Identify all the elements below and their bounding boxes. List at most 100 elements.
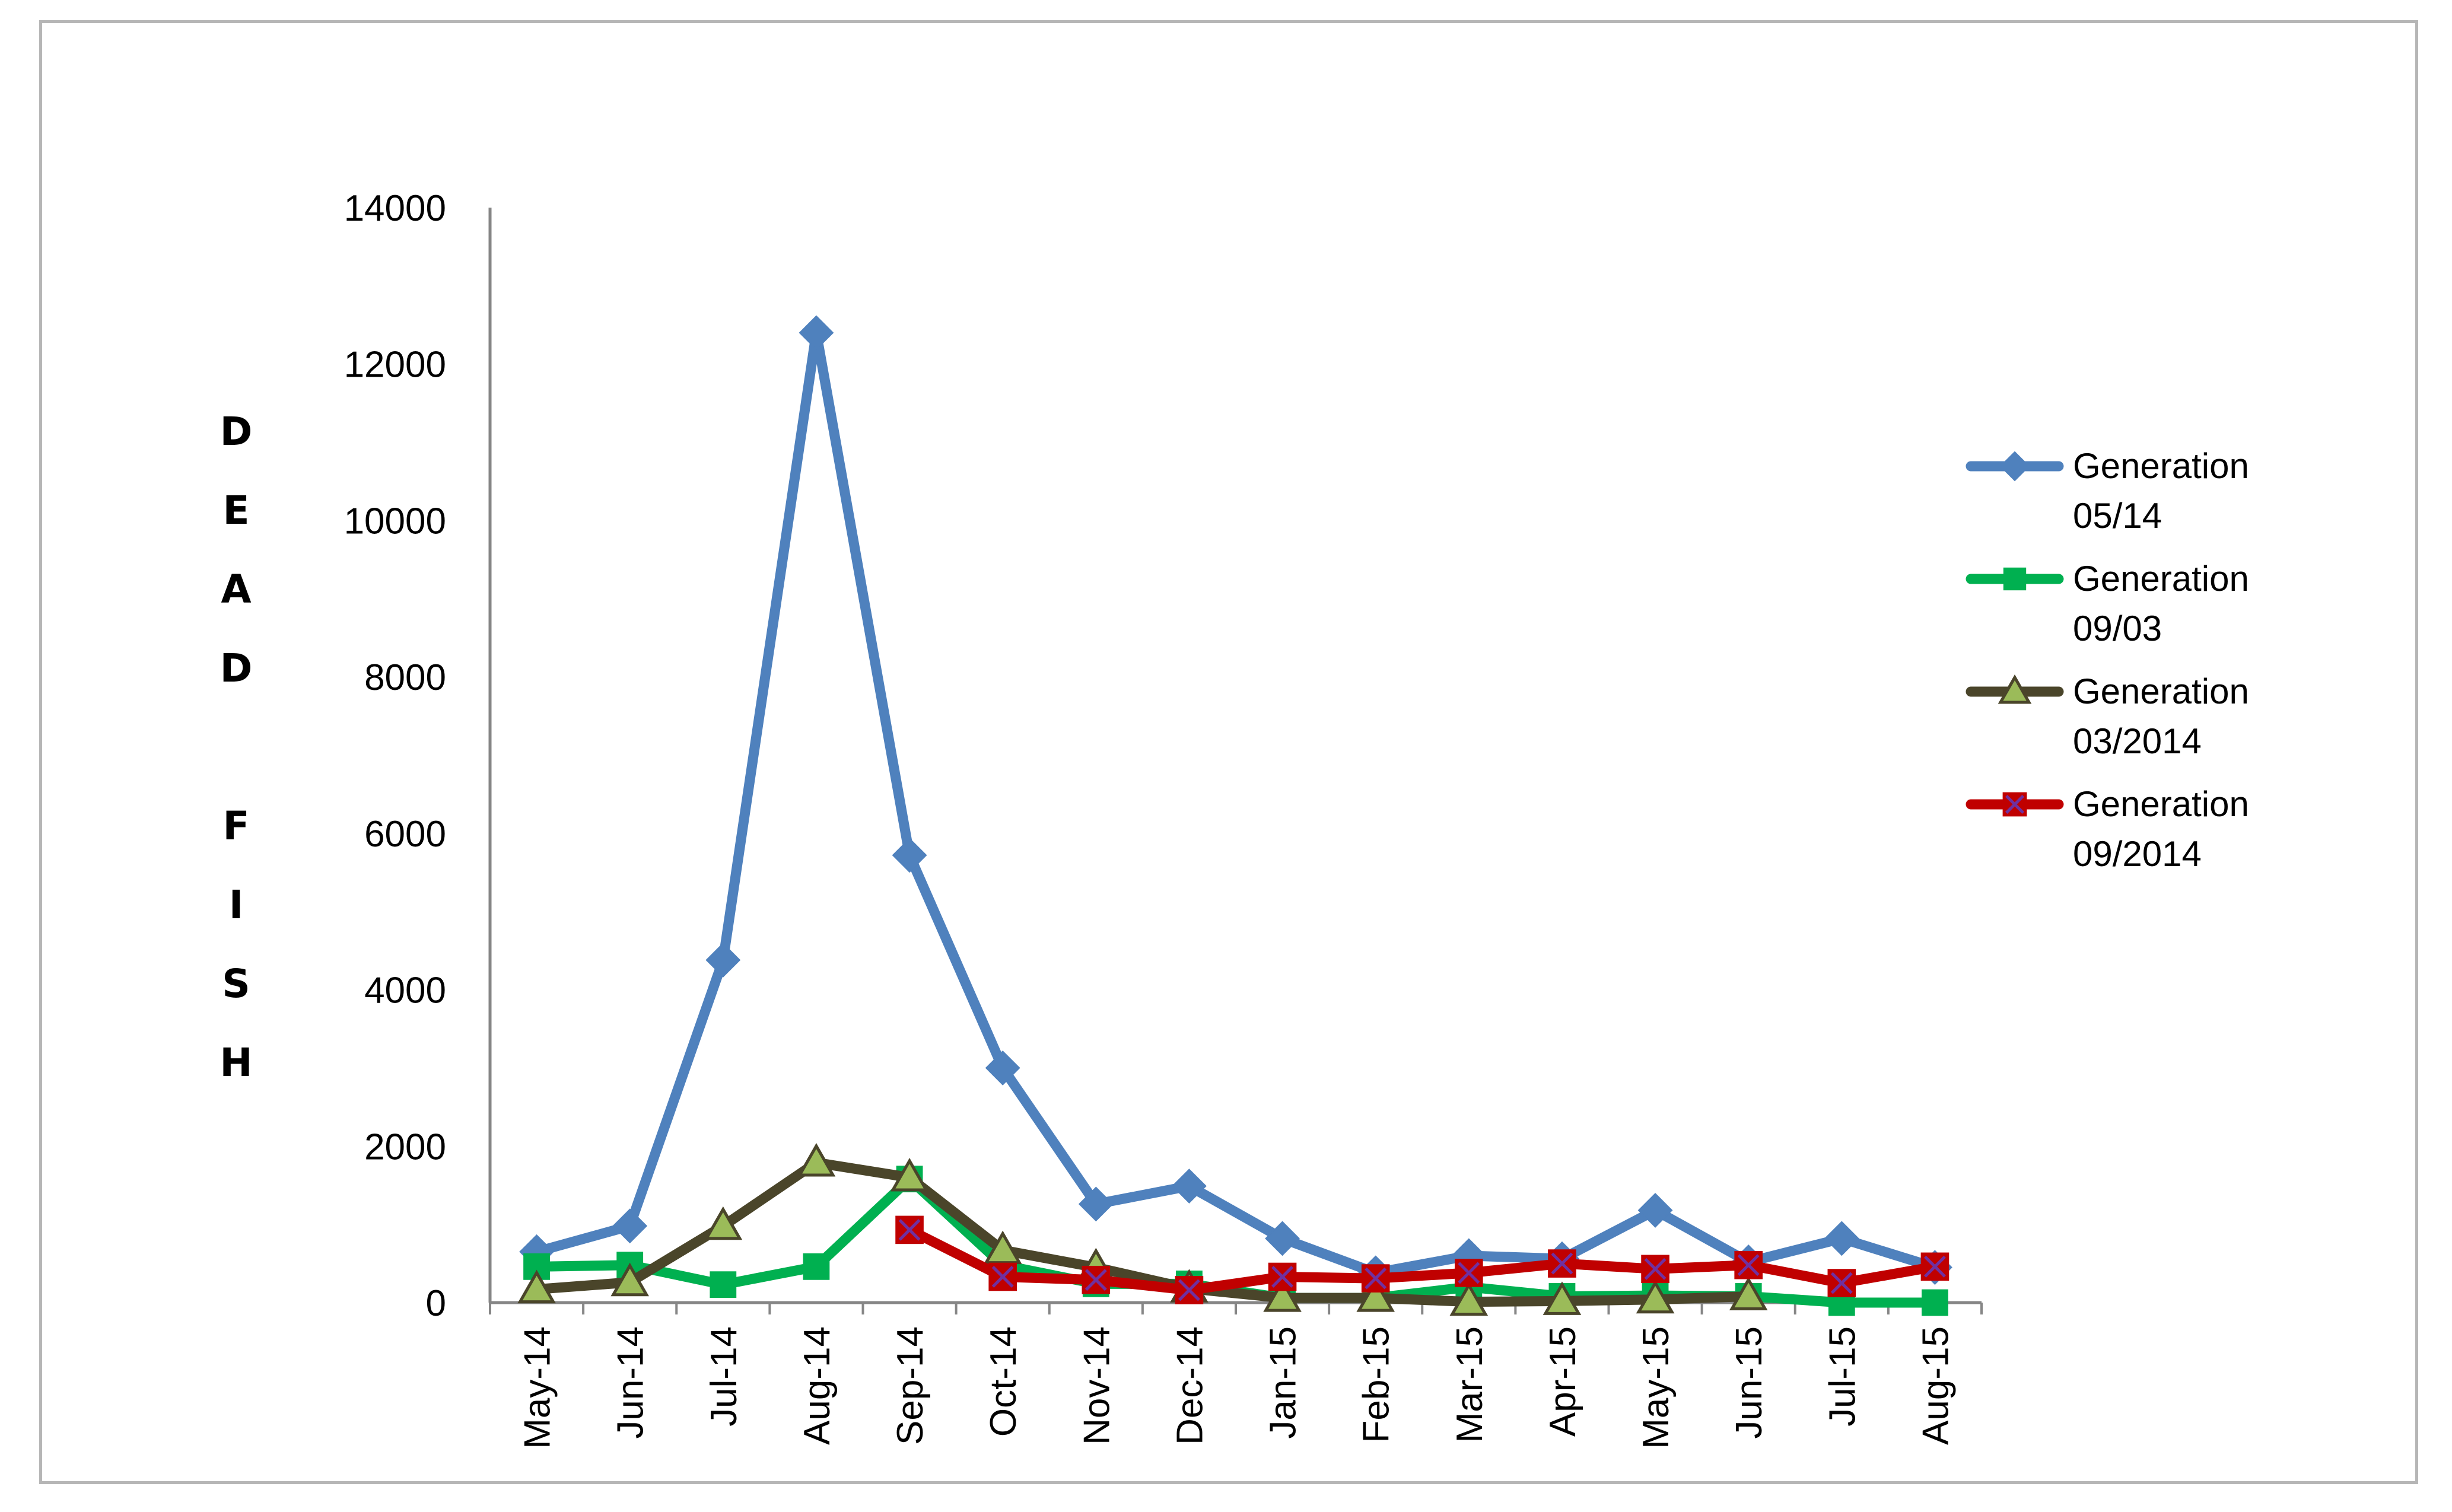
data-point (988, 1262, 1017, 1291)
data-point (1824, 1221, 1859, 1256)
data-point (1922, 1289, 1948, 1316)
x-tick-label: Mar-15 (1449, 1326, 1490, 1443)
data-point (892, 838, 927, 873)
series-line (532, 327, 1940, 1278)
data-point (983, 1230, 1022, 1265)
legend-item: Generation 09/2014 (1966, 784, 2249, 874)
data-point (1636, 1279, 1675, 1314)
y-axis-title-letter: H (220, 1040, 252, 1086)
data-point (612, 1208, 648, 1244)
x-tick-label: Sep-14 (890, 1326, 931, 1445)
series-1 (519, 315, 1952, 1291)
legend-label: 05/14 (2073, 496, 2162, 536)
y-tick-label: 12000 (344, 345, 446, 386)
chart-frame (39, 20, 2418, 1484)
marker-cross (1458, 1262, 1480, 1284)
x-tick-label: Apr-15 (1543, 1326, 1583, 1437)
y-tick-label: 8000 (364, 657, 446, 698)
x-tick-label: Aug-14 (797, 1326, 838, 1445)
x-tick-label: Jan-15 (1263, 1326, 1304, 1439)
series-3 (517, 1142, 1768, 1316)
marker-cross (898, 1218, 921, 1241)
data-point (1361, 1264, 1390, 1293)
data-point (1356, 1278, 1395, 1312)
x-tick-label: Aug-15 (1915, 1326, 1956, 1445)
legend: Generation05/14Generation09/03Generation… (1966, 446, 2249, 874)
data-point (799, 315, 834, 351)
data-point (705, 943, 741, 978)
data-point (797, 1142, 836, 1177)
legend-item: Generation 09/03 (1966, 559, 2249, 648)
x-tick-label: Dec-14 (1169, 1326, 1210, 1445)
marker-cross (1737, 1254, 1760, 1277)
data-point (1265, 1221, 1300, 1256)
y-axis-title-letter: A (221, 566, 251, 612)
y-axis-title-letter: E (222, 488, 249, 533)
data-point (517, 1269, 556, 1304)
marker-cross (2005, 794, 2025, 814)
x-tick-label: May-14 (517, 1326, 558, 1449)
data-point (1729, 1277, 1768, 1310)
data-point (1637, 1192, 1673, 1228)
x-tick-label: Nov-14 (1076, 1326, 1117, 1445)
x-axis: May-14 Jun-14 Jul-14 Aug-14 Sep-14 Oct-14 Nov-… (489, 1301, 1983, 1449)
data-point (1268, 1262, 1297, 1291)
data-point (890, 1157, 929, 1192)
marker-cross (1365, 1267, 1387, 1290)
data-point (1172, 1169, 1207, 1204)
marker-cross (1178, 1279, 1200, 1301)
series-4 (895, 1215, 1949, 1304)
data-point (803, 1253, 830, 1280)
legend-marker (1999, 451, 2030, 482)
y-tick-label: 2000 (364, 1126, 446, 1167)
marker-cross (1924, 1255, 1946, 1278)
series-layer (517, 315, 1952, 1316)
x-tick-label: Jul-15 (1822, 1326, 1863, 1427)
legend-item: Generation 05/14 (1966, 446, 2249, 536)
data-point (1920, 1252, 1949, 1281)
x-tick-label: Jun-14 (610, 1326, 651, 1439)
legend-marker (2003, 567, 2027, 591)
marker-cross (991, 1266, 1014, 1288)
data-point (1641, 1255, 1669, 1284)
y-tick-label: 10000 (344, 501, 446, 542)
data-point (1263, 1278, 1302, 1312)
marker-cross (1271, 1266, 1293, 1288)
legend-label: Generation (2073, 784, 2249, 824)
y-tick-label: 0 (426, 1283, 446, 1324)
data-point (985, 1051, 1020, 1086)
y-axis-title-letter: D (220, 409, 253, 454)
y-axis-title-letter: D (220, 645, 253, 691)
marker-cross (1085, 1269, 1107, 1291)
marker-cross (1830, 1272, 1853, 1294)
data-point (1449, 1282, 1489, 1316)
legend-label: 09/2014 (2073, 834, 2202, 874)
marker-cross (1551, 1252, 1573, 1275)
legend-label: 09/03 (2073, 609, 2162, 648)
data-point (1734, 1250, 1763, 1279)
series-line (904, 1224, 1940, 1295)
x-tick-label: Feb-15 (1356, 1326, 1397, 1443)
x-tick-label: Jul-14 (704, 1326, 745, 1427)
x-tick-label: May-15 (1636, 1326, 1677, 1449)
series-line (532, 1157, 1754, 1307)
y-axis-title-letter: I (229, 882, 244, 928)
legend-label: Generation (2073, 671, 2249, 711)
data-point (1175, 1276, 1204, 1304)
legend-marker (1998, 674, 2032, 704)
data-point (710, 1271, 737, 1298)
data-point (1082, 1265, 1111, 1294)
marker-cross (1644, 1258, 1667, 1280)
data-point (1455, 1259, 1483, 1287)
data-point (610, 1262, 649, 1297)
legend-marker (2002, 792, 2027, 817)
legend-label: Generation (2073, 446, 2249, 486)
data-point (1078, 1186, 1114, 1222)
y-axis: 0 2000 4000 6000 8000 10000 12000 14000 (344, 188, 492, 1324)
data-point (704, 1206, 743, 1240)
y-axis-title-letter: S (222, 961, 250, 1007)
y-axis-title-letter: F (222, 803, 249, 849)
x-tick-label: Jun-15 (1729, 1326, 1770, 1439)
